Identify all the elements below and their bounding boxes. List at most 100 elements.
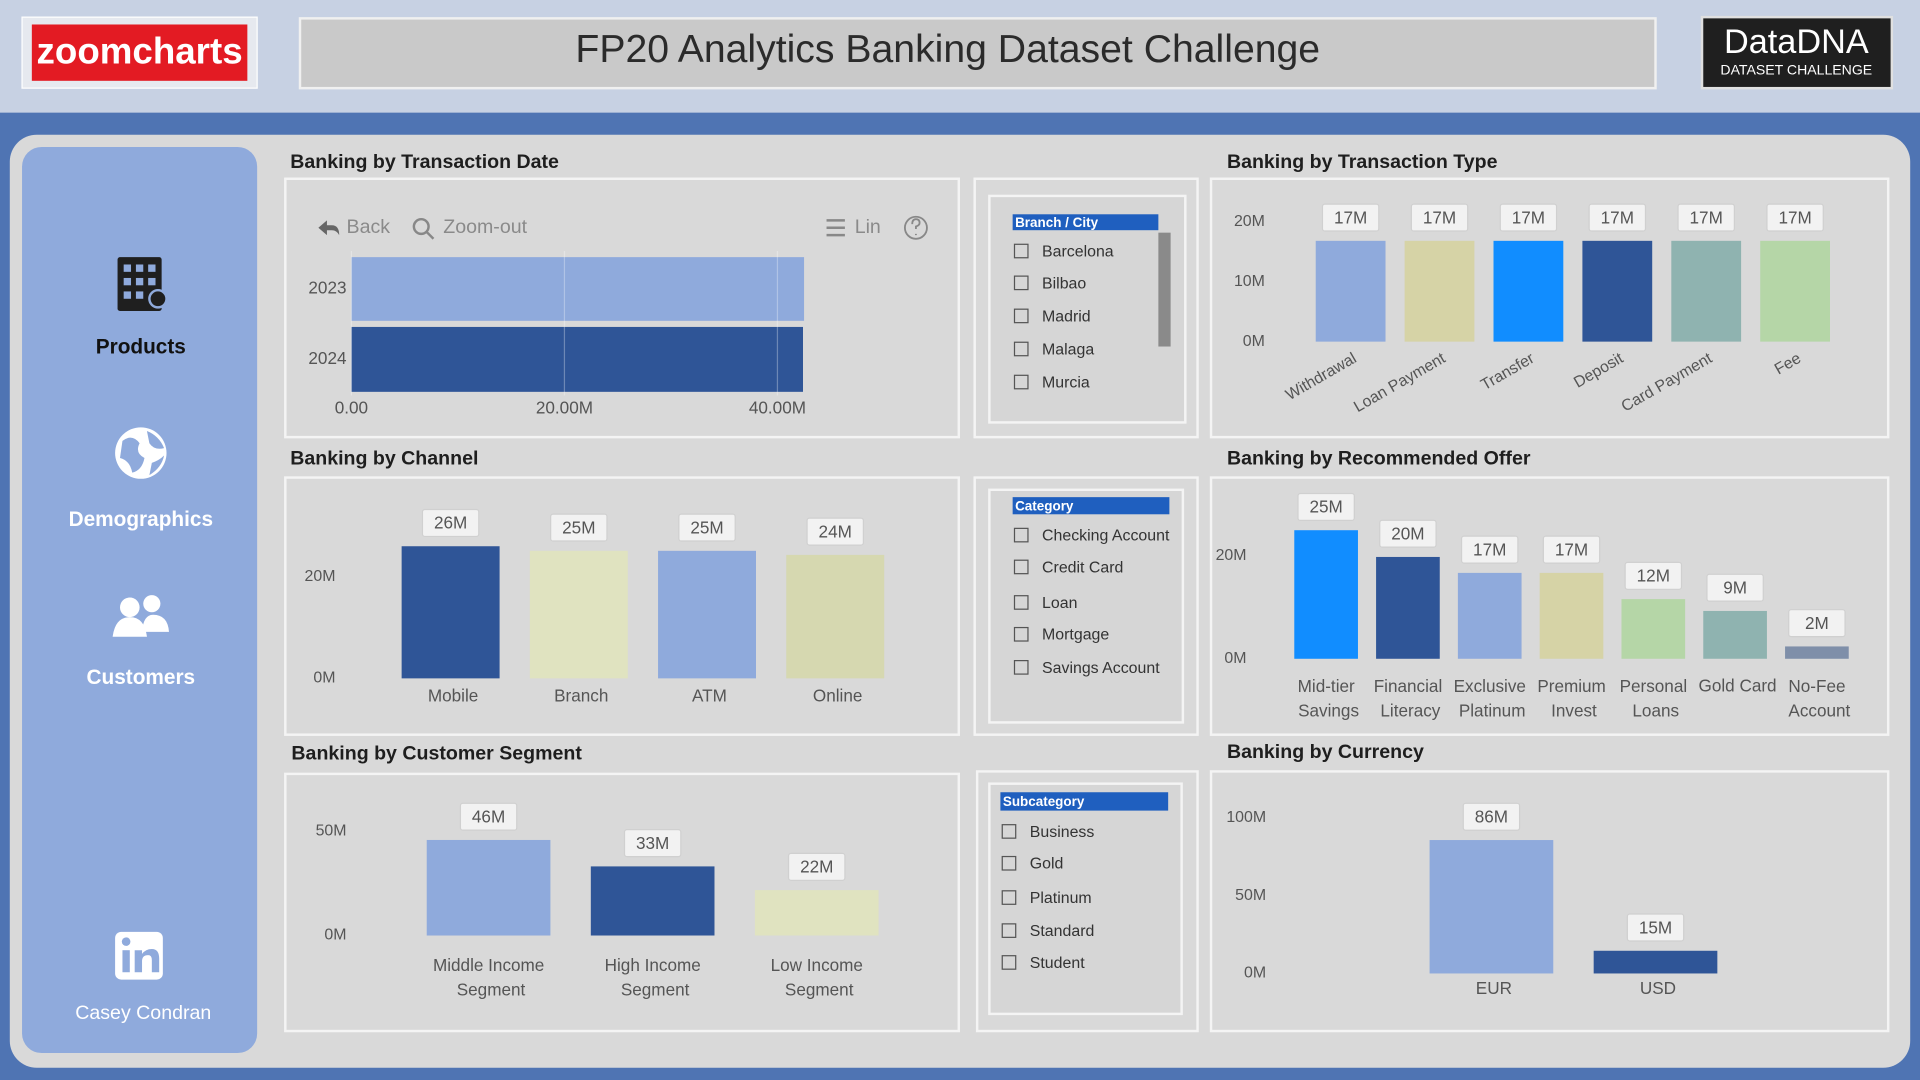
slicer-item[interactable]: Mortgage [1042,627,1109,644]
slicer-checkbox[interactable] [1001,855,1017,871]
data-label: 17M [1555,539,1588,559]
slicer-checkbox[interactable] [1013,527,1029,543]
bar [1404,240,1475,342]
data-label-box [459,802,518,831]
data-label-box [1588,203,1647,232]
slicer-title: Branch / City [1015,215,1098,230]
bar [1703,610,1767,659]
y-tick-label: 0M [1224,650,1246,667]
slicer-checkbox[interactable] [1001,923,1017,938]
bar [1457,572,1522,659]
x-tick-label: 0.00 [335,398,368,418]
x-tick-label: Mobile [428,685,478,705]
data-label: 15M [1639,917,1672,937]
slicer-checkbox[interactable] [1013,626,1029,642]
bar [754,890,879,936]
slicer-title: Category [1015,499,1074,514]
bar [1582,240,1653,342]
brand-subtext: DATASET CHALLENGE [1720,62,1872,78]
slicer-item[interactable]: Business [1030,824,1095,841]
data-label: 46M [472,806,505,826]
x-tick-label: EUR [1476,978,1512,998]
nav-item[interactable]: Demographics [69,508,213,531]
y-tick-label: 50M [316,823,347,840]
brand-box[interactable] [1700,15,1894,90]
data-label: 24M [819,521,852,541]
x-tick-label: High Income Segment [605,955,706,999]
toolbar-button[interactable]: Back [347,216,391,238]
x-tick-label: Personal Loans [1620,675,1692,719]
slicer-checkbox[interactable] [1013,374,1029,390]
slicer-checkbox[interactable] [1013,341,1029,357]
data-label: 86M [1475,807,1508,827]
slicer-item[interactable]: Madrid [1042,308,1091,325]
bar [401,546,500,679]
data-label-box [421,508,480,538]
slicer-item[interactable]: Platinum [1030,890,1092,907]
slicer-item[interactable]: Barcelona [1042,243,1114,260]
slicer-checkbox[interactable] [1013,595,1029,610]
y-tick-label: 0M [1244,965,1266,982]
customers-icon[interactable] [112,595,169,637]
slicer-scrollbar[interactable] [1158,232,1171,347]
back-icon[interactable] [318,220,340,236]
slicer-item[interactable]: Savings Account [1042,660,1160,677]
data-label: 26M [434,513,467,533]
data-label: 17M [1601,207,1634,227]
x-tick-label: Online [813,685,863,705]
bar [1429,840,1554,974]
slicer-item[interactable]: Credit Card [1042,559,1123,576]
bar [1593,950,1718,974]
slicer-item[interactable]: Murcia [1042,374,1090,391]
nav-sidebar [22,146,258,1054]
slicer-checkbox[interactable] [1001,955,1017,970]
y-tick-label: 2024 [308,348,347,368]
products-icon[interactable] [117,257,168,312]
data-label-box [1462,802,1521,831]
slicer-item[interactable]: Gold [1030,856,1064,873]
slicer-checkbox[interactable] [1013,660,1029,675]
slicer-item[interactable]: Bilbao [1042,275,1086,292]
zoom-icon-handle[interactable] [425,230,435,240]
bar [351,257,805,321]
help-icon[interactable] [903,215,928,240]
slicer-item[interactable]: Loan [1042,595,1077,612]
nav-item[interactable]: Products [96,335,186,358]
data-label-box [1626,913,1685,942]
slicer-item[interactable]: Standard [1030,923,1095,940]
slicer-checkbox[interactable] [1013,275,1029,291]
bar [1315,240,1386,342]
data-label-box [1499,203,1558,232]
slicer-item[interactable]: Student [1030,955,1085,972]
x-tick-label: 20.00M [536,398,593,418]
toolbar-button[interactable]: Lin [855,216,881,238]
bar [1539,572,1604,659]
zoom-icon[interactable] [412,217,430,236]
data-label: 25M [562,517,595,537]
data-label-box [678,513,736,542]
data-label: 12M [1637,566,1670,586]
linkedin-icon[interactable] [115,931,163,980]
bar [590,866,715,936]
help-icon-mark[interactable] [911,218,921,236]
slicer-checkbox[interactable] [1013,243,1029,259]
slicer-item[interactable]: Checking Account [1042,528,1170,545]
y-tick-label: 20M [1216,547,1247,564]
demographics-icon[interactable] [115,427,167,479]
data-label-box [1766,203,1824,232]
bar [1294,530,1358,659]
slicer-checkbox[interactable] [1013,559,1029,575]
chart-title: Banking by Currency [1227,741,1424,763]
toolbar-button[interactable]: Zoom-out [443,216,527,238]
nav-item[interactable]: Customers [86,666,195,689]
chart-title: Banking by Channel [290,447,478,469]
data-label-box [1624,561,1683,590]
slicer-checkbox[interactable] [1001,890,1017,905]
x-tick-label: Middle Income Segment [433,955,549,999]
logo-box[interactable] [31,24,248,81]
slicer-checkbox[interactable] [1013,308,1029,324]
data-label: 33M [636,833,669,853]
slicer-item[interactable]: Malaga [1042,341,1094,358]
y-tick-label: 0M [313,670,335,687]
slicer-checkbox[interactable] [1001,824,1017,839]
